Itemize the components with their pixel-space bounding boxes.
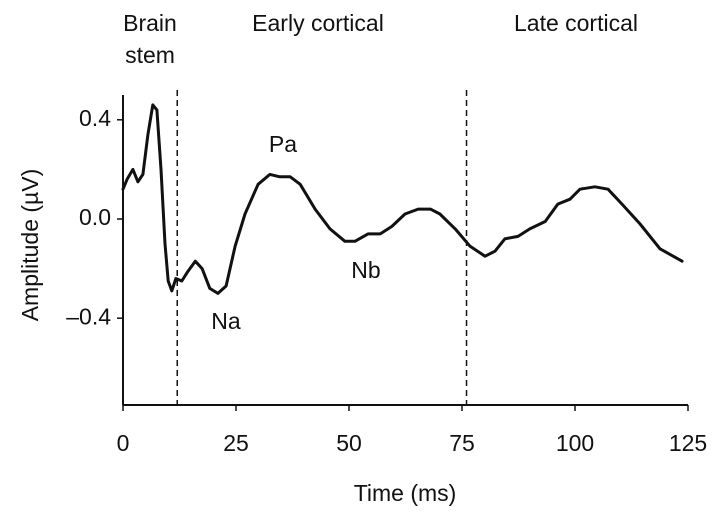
y-tick-label: 0.0 <box>79 204 111 230</box>
x-tick-label: 25 <box>223 430 249 456</box>
y-axis-label: Amplitude (µV) <box>17 169 43 322</box>
x-tick-label: 125 <box>669 430 707 456</box>
y-tick-label: 0.4 <box>79 105 111 131</box>
y-tick-label: –0.4 <box>66 303 111 329</box>
annotation: Late cortical <box>514 10 638 36</box>
annotation: Na <box>211 308 241 334</box>
annotation: stem <box>125 42 175 68</box>
x-tick-label: 100 <box>556 430 594 456</box>
annotation: Nb <box>351 257 380 283</box>
x-tick-label: 50 <box>336 430 362 456</box>
x-axis-label: Time (ms) <box>354 480 457 506</box>
data-line <box>121 103 684 295</box>
x-tick-label: 75 <box>449 430 475 456</box>
annotation: Pa <box>269 131 297 157</box>
x-tick-label: 0 <box>117 430 130 456</box>
annotation: Brain <box>123 10 177 36</box>
annotation: Early cortical <box>252 10 384 36</box>
